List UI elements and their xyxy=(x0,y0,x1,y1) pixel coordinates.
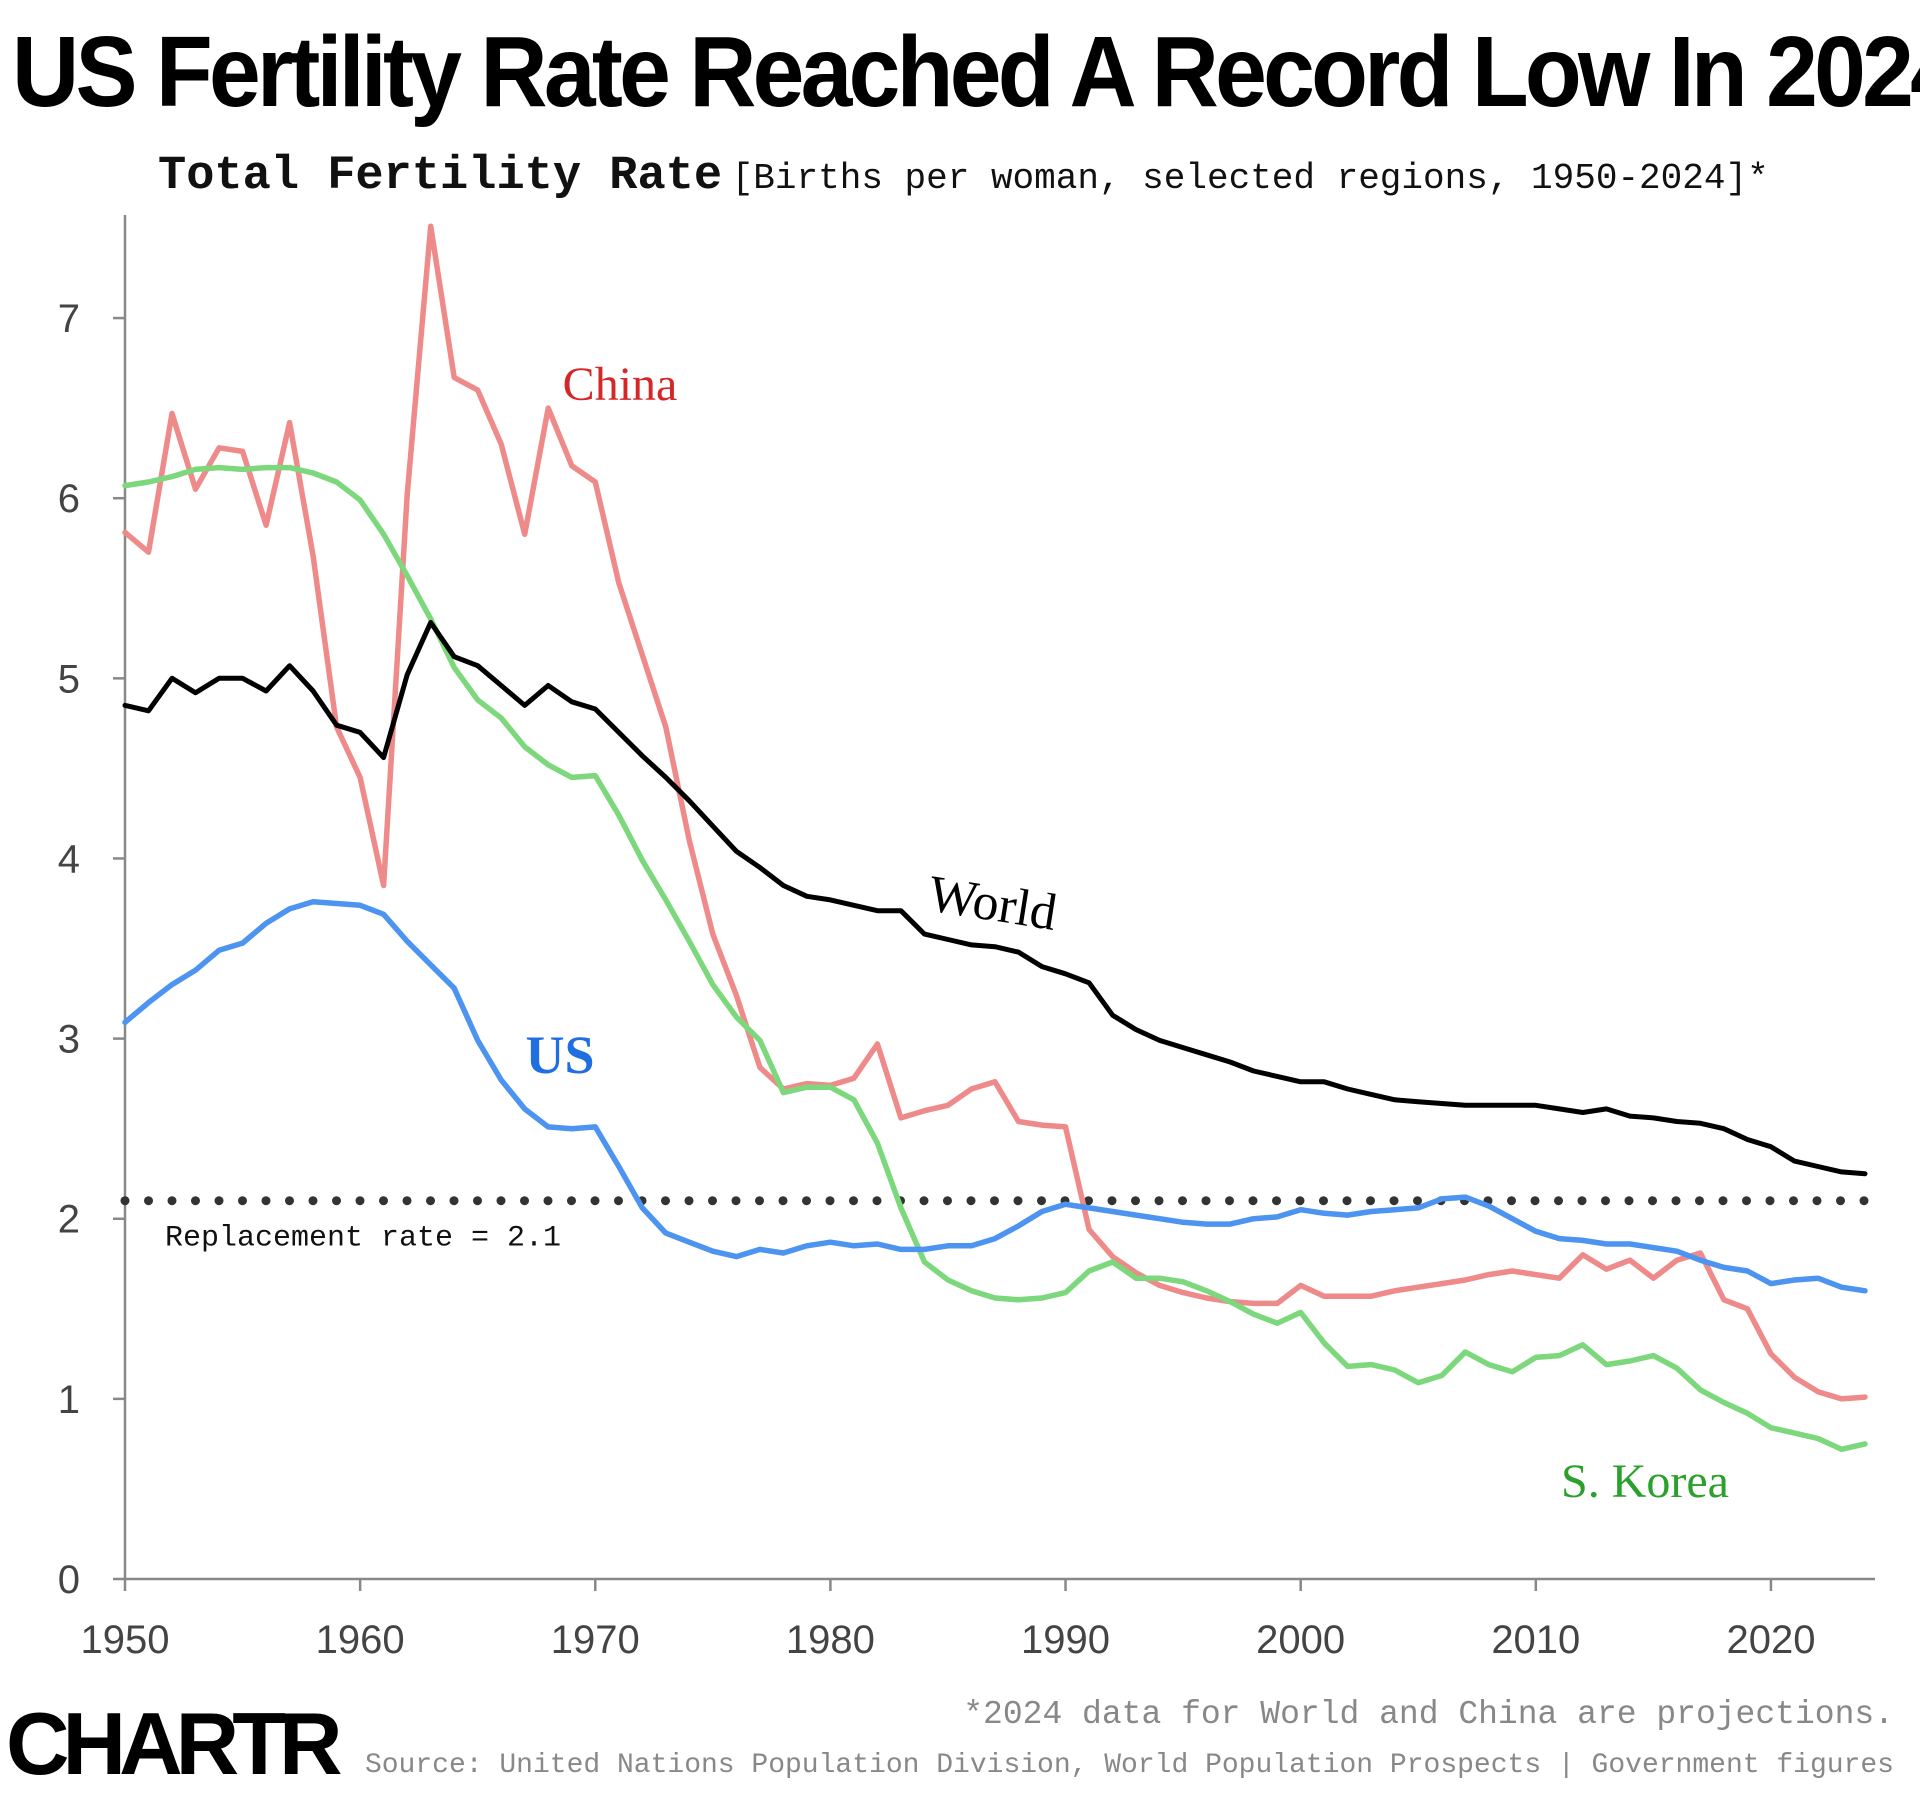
x-tick-label: 1960 xyxy=(316,1618,405,1662)
projection-footnote: *2024 data for World and China are proje… xyxy=(963,1696,1894,1733)
series-line-s-korea xyxy=(122,464,1868,1453)
y-tick-label: 0 xyxy=(58,1558,80,1602)
series-label-us: US xyxy=(525,1025,594,1085)
series-lines xyxy=(122,223,1868,1453)
subtitle-metric: Total Fertility Rate xyxy=(158,150,723,203)
replacement-rate-line: Replacement rate = 2.1 xyxy=(120,1196,1870,1256)
series-label-china: China xyxy=(563,358,678,411)
x-tick-label: 1990 xyxy=(1021,1618,1110,1662)
y-tick-label: 1 xyxy=(58,1378,80,1422)
replacement-rate-label: Replacement rate = 2.1 xyxy=(165,1222,561,1256)
x-tick-label: 2020 xyxy=(1726,1618,1815,1662)
x-tick-label: 2010 xyxy=(1491,1618,1580,1662)
y-tick-label: 4 xyxy=(58,837,80,881)
axes: 0 1 2 3 4 5 6 7 1950 1960 1970 1980 1990 2000 2010 2020 xyxy=(58,215,1875,1662)
x-tick-label: 2000 xyxy=(1256,1618,1345,1662)
y-tick-label: 2 xyxy=(58,1198,80,1242)
x-tick-label: 1980 xyxy=(786,1618,875,1662)
chartr-logo: CHARTR xyxy=(6,1694,343,1793)
x-tick-label: 1950 xyxy=(81,1618,170,1662)
series-line-us xyxy=(122,898,1868,1294)
y-tick-label: 6 xyxy=(58,477,80,521)
series-labels: China World US S. Korea xyxy=(525,358,1728,1508)
series-label-s-korea: S. Korea xyxy=(1561,1455,1729,1508)
series-line-china xyxy=(122,223,1868,1402)
series-label-world: World xyxy=(925,865,1061,941)
y-tick-label: 5 xyxy=(58,657,80,701)
y-tick-label: 3 xyxy=(58,1018,80,1062)
x-tick-label: 1970 xyxy=(551,1618,640,1662)
source-note: Source: United Nations Population Divisi… xyxy=(364,1750,1894,1781)
series-line-world xyxy=(122,620,1868,1177)
y-tick-label: 7 xyxy=(58,297,80,341)
chart-subtitle: Total Fertility Rate [Births per woman, … xyxy=(158,150,1769,203)
chart-title: US Fertility Rate Reached A Record Low I… xyxy=(12,16,1920,128)
subtitle-detail: [Births per woman, selected regions, 195… xyxy=(731,158,1769,199)
